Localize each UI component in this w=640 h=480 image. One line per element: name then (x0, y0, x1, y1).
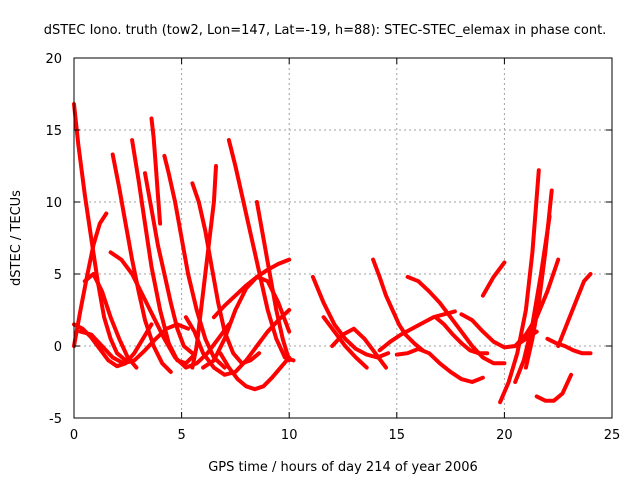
series-line-23 (371, 257, 425, 353)
x-tick-label: 10 (281, 428, 298, 443)
series-line-36 (480, 260, 507, 298)
ticks: 0 5 10 15 20 25 -5 0 5 10 15 20 (45, 52, 620, 443)
y-tick-label: 20 (45, 52, 62, 67)
x-tick-label: 20 (496, 428, 513, 443)
chart-title: dSTEC Iono. truth (tow2, Lon=147, Lat=-1… (44, 23, 607, 38)
x-tick-label: 15 (389, 428, 406, 443)
series-line-31 (523, 188, 554, 370)
series-line-19 (211, 257, 292, 320)
series-line-4 (78, 322, 191, 366)
series-line-25 (405, 274, 507, 366)
series-line-17 (218, 351, 292, 392)
y-axis-label: dSTEC / TECUs (9, 190, 24, 286)
y-tick-label: 5 (54, 268, 62, 283)
series-line-35 (556, 272, 593, 348)
series-line-20 (310, 274, 391, 360)
series-line-21 (321, 315, 369, 370)
y-tick-label: 15 (45, 124, 62, 139)
series-line-3 (72, 211, 109, 348)
series-line-28 (459, 312, 539, 350)
series-line-26 (394, 346, 485, 384)
x-tick-label: 0 (70, 428, 78, 443)
plot-frame (73, 57, 613, 419)
series-line-13 (190, 164, 218, 370)
series-line-5 (82, 272, 139, 370)
series-line-16 (226, 138, 296, 363)
series-line-1 (72, 102, 128, 363)
series-line-24 (377, 309, 457, 353)
series-line-27 (433, 315, 490, 356)
series-line-32 (513, 257, 561, 348)
series-group (72, 102, 593, 405)
x-axis-label: GPS time / hours of day 214 of year 2006 (208, 460, 478, 475)
x-tick-label: 25 (604, 428, 621, 443)
series-line-33 (534, 372, 574, 403)
series-line-11 (162, 153, 227, 370)
series-line-8 (143, 171, 195, 356)
series-line-29 (498, 168, 541, 405)
y-tick-label: 0 (54, 340, 62, 355)
x-tick-label: 5 (177, 428, 185, 443)
series-line-22 (330, 326, 388, 370)
y-tick-label: -5 (49, 412, 62, 427)
series-line-9 (149, 116, 163, 226)
y-tick-label: 10 (45, 196, 62, 211)
series-line-34 (545, 336, 593, 356)
series-line-18 (254, 200, 292, 363)
